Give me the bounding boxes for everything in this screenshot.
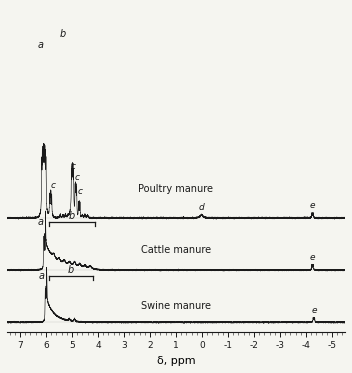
Text: Cattle manure: Cattle manure xyxy=(141,245,211,256)
X-axis label: δ, ppm: δ, ppm xyxy=(157,356,195,366)
Text: c: c xyxy=(51,181,56,190)
Text: e: e xyxy=(311,306,316,315)
Text: b: b xyxy=(60,29,66,39)
Text: c: c xyxy=(78,187,83,196)
Text: Swine manure: Swine manure xyxy=(141,301,211,311)
Text: a: a xyxy=(39,271,45,281)
Text: e: e xyxy=(310,201,315,210)
Text: d: d xyxy=(199,203,205,211)
Text: a: a xyxy=(38,40,44,50)
Text: b: b xyxy=(68,265,74,275)
Text: a: a xyxy=(38,217,44,227)
Text: b: b xyxy=(69,211,75,221)
Text: e: e xyxy=(310,253,315,262)
Text: c: c xyxy=(71,162,76,171)
Text: c: c xyxy=(74,173,79,182)
Text: Poultry manure: Poultry manure xyxy=(138,185,214,194)
